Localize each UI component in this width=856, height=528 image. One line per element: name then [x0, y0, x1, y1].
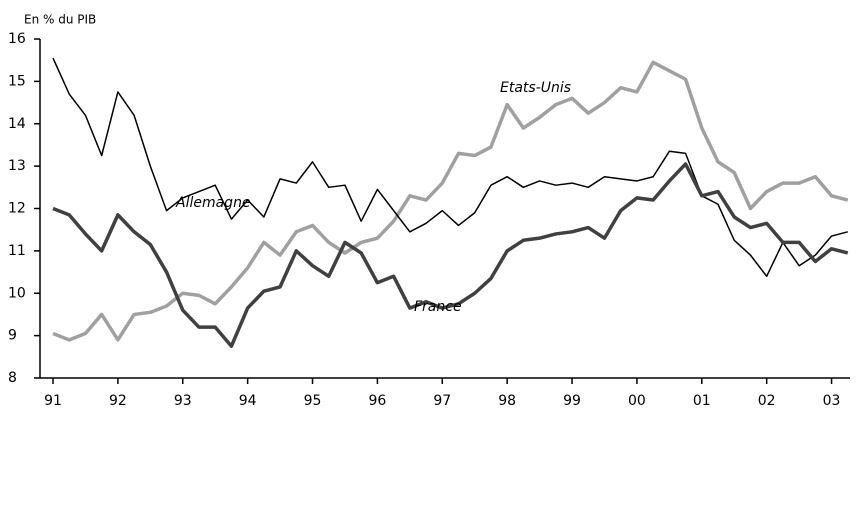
y-axis-label: En % du PIB	[24, 13, 96, 27]
x-tick-label: 97	[433, 393, 451, 409]
x-tick-label: 94	[239, 393, 257, 409]
y-tick-label: 14	[8, 116, 26, 132]
x-tick-label: 91	[44, 393, 62, 409]
series-label: Allemagne	[175, 195, 251, 211]
series-line	[52, 162, 849, 348]
series-line	[52, 60, 849, 342]
y-tick-label: 11	[8, 243, 26, 259]
series-label: Etats-Unis	[500, 80, 571, 96]
x-tick-label: 03	[823, 393, 841, 409]
x-tick-label: 01	[693, 393, 711, 409]
y-tick-label: 9	[8, 328, 17, 344]
x-tick-label: 00	[628, 393, 646, 409]
y-tick-label: 10	[8, 285, 26, 301]
x-tick-label: 93	[174, 393, 192, 409]
y-tick-label: 16	[8, 31, 26, 47]
x-tick-label: 95	[304, 393, 322, 409]
series-line	[52, 57, 848, 278]
y-tick-label: 15	[8, 73, 26, 89]
y-tick-label: 12	[8, 201, 26, 217]
x-tick-label: 99	[563, 393, 581, 409]
x-tick-label: 98	[498, 393, 516, 409]
x-tick-label: 02	[758, 393, 776, 409]
x-tick-label: 92	[109, 393, 127, 409]
y-tick-label: 8	[8, 370, 17, 386]
series-label: France	[414, 299, 462, 315]
x-tick-label: 96	[368, 393, 386, 409]
y-tick-label: 13	[8, 158, 26, 174]
